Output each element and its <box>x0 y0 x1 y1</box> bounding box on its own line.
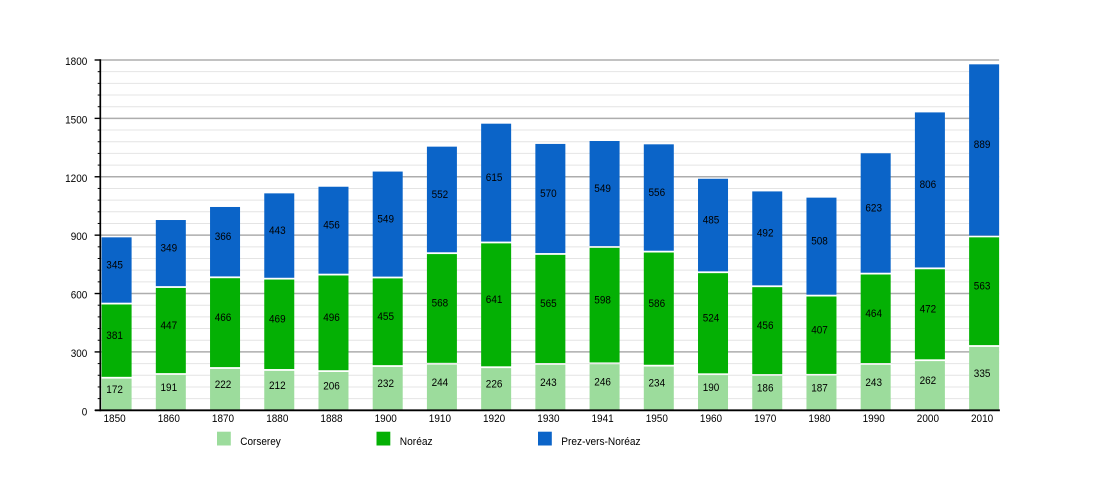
svg-text:1930: 1930 <box>537 413 559 425</box>
svg-text:565: 565 <box>540 298 557 310</box>
svg-text:466: 466 <box>215 312 232 324</box>
svg-text:443: 443 <box>269 225 286 237</box>
svg-text:234: 234 <box>649 378 666 390</box>
svg-text:492: 492 <box>757 228 774 240</box>
svg-text:623: 623 <box>865 202 882 214</box>
svg-text:186: 186 <box>757 382 774 394</box>
svg-text:243: 243 <box>540 377 557 389</box>
svg-text:1200: 1200 <box>65 173 87 185</box>
svg-text:496: 496 <box>323 312 340 324</box>
svg-text:366: 366 <box>215 231 232 243</box>
svg-text:Noréaz: Noréaz <box>400 436 433 448</box>
svg-text:222: 222 <box>215 379 232 391</box>
svg-text:641: 641 <box>486 294 503 306</box>
svg-text:1980: 1980 <box>808 413 830 425</box>
svg-text:1500: 1500 <box>65 115 87 127</box>
svg-text:0: 0 <box>82 406 88 418</box>
svg-text:1800: 1800 <box>65 56 87 68</box>
svg-text:381: 381 <box>106 330 123 342</box>
svg-text:552: 552 <box>432 189 449 201</box>
svg-text:246: 246 <box>594 377 611 389</box>
svg-text:1860: 1860 <box>158 413 180 425</box>
svg-text:1880: 1880 <box>266 413 288 425</box>
svg-text:889: 889 <box>974 139 991 151</box>
svg-text:549: 549 <box>377 213 394 225</box>
svg-text:Prez-vers-Noréaz: Prez-vers-Noréaz <box>561 436 640 448</box>
svg-text:455: 455 <box>377 311 394 323</box>
svg-text:568: 568 <box>432 298 449 310</box>
svg-text:Corserey: Corserey <box>240 436 281 448</box>
svg-text:549: 549 <box>594 183 611 195</box>
svg-text:508: 508 <box>811 236 828 248</box>
svg-text:190: 190 <box>703 382 720 394</box>
svg-text:469: 469 <box>269 314 286 326</box>
svg-text:1888: 1888 <box>320 413 342 425</box>
svg-text:1900: 1900 <box>375 413 397 425</box>
svg-text:600: 600 <box>71 290 88 302</box>
svg-text:212: 212 <box>269 380 286 392</box>
svg-text:570: 570 <box>540 188 557 200</box>
svg-text:598: 598 <box>594 294 611 306</box>
svg-text:2010: 2010 <box>971 413 993 425</box>
svg-text:563: 563 <box>974 281 991 293</box>
svg-text:226: 226 <box>486 379 503 391</box>
svg-text:586: 586 <box>649 298 666 310</box>
svg-text:244: 244 <box>432 377 449 389</box>
svg-text:806: 806 <box>920 179 937 191</box>
svg-text:472: 472 <box>920 304 937 316</box>
svg-text:1970: 1970 <box>754 413 776 425</box>
svg-text:349: 349 <box>161 242 178 254</box>
svg-text:900: 900 <box>71 231 88 243</box>
svg-text:172: 172 <box>106 384 123 396</box>
svg-text:232: 232 <box>377 378 394 390</box>
svg-text:262: 262 <box>920 375 937 387</box>
svg-text:191: 191 <box>161 382 178 394</box>
svg-text:345: 345 <box>106 259 123 271</box>
svg-text:335: 335 <box>974 368 991 380</box>
svg-text:447: 447 <box>161 320 178 332</box>
svg-text:300: 300 <box>71 348 88 360</box>
svg-text:1910: 1910 <box>429 413 451 425</box>
svg-text:1850: 1850 <box>104 413 126 425</box>
svg-text:1870: 1870 <box>212 413 234 425</box>
svg-text:485: 485 <box>703 214 720 226</box>
svg-text:1960: 1960 <box>700 413 722 425</box>
svg-text:407: 407 <box>811 325 828 337</box>
svg-text:615: 615 <box>486 172 503 184</box>
svg-text:464: 464 <box>865 308 882 320</box>
svg-text:456: 456 <box>757 320 774 332</box>
svg-text:1950: 1950 <box>646 413 668 425</box>
svg-text:206: 206 <box>323 381 340 393</box>
svg-text:1941: 1941 <box>592 413 614 425</box>
svg-text:456: 456 <box>323 220 340 232</box>
svg-text:187: 187 <box>811 382 828 394</box>
svg-text:1990: 1990 <box>863 413 885 425</box>
svg-text:524: 524 <box>703 313 720 325</box>
svg-text:2000: 2000 <box>917 413 939 425</box>
svg-text:556: 556 <box>649 187 666 199</box>
svg-text:1920: 1920 <box>483 413 505 425</box>
svg-text:243: 243 <box>865 377 882 389</box>
